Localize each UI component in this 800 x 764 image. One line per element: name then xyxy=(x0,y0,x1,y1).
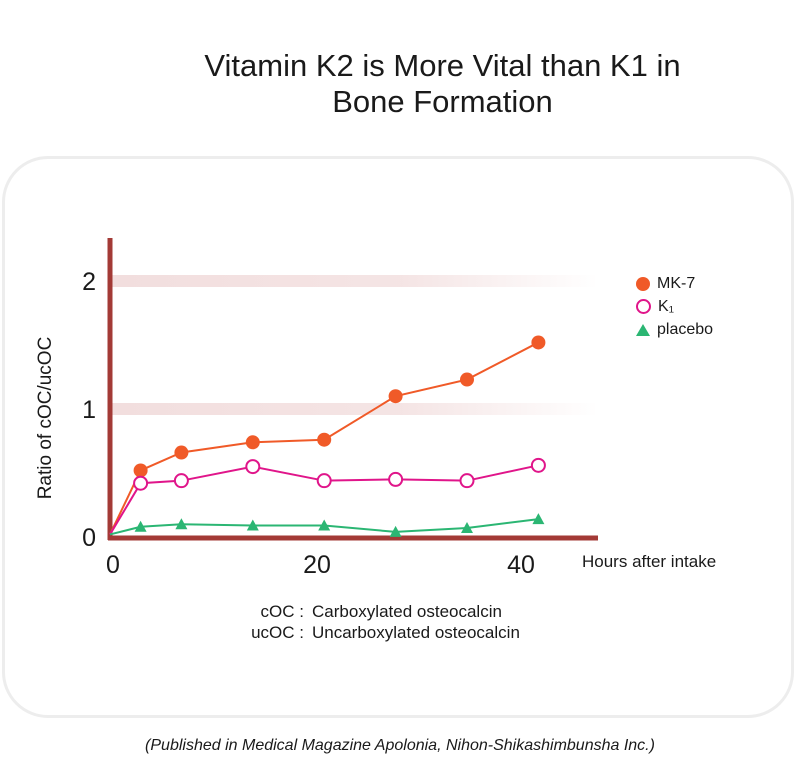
data-point-k1 xyxy=(316,473,332,489)
x-axis-label: Hours after intake xyxy=(582,552,716,571)
y-tick-label: 0 xyxy=(82,524,96,552)
data-point-placebo xyxy=(318,519,331,531)
data-point-mk7 xyxy=(460,372,474,387)
data-point-k1 xyxy=(173,473,189,489)
gridline-band xyxy=(110,403,598,415)
legend: MK-7 K₁ placebo xyxy=(636,272,713,341)
y-tick-label: 2 xyxy=(82,268,96,296)
data-point-k1 xyxy=(388,471,404,487)
data-point-placebo xyxy=(134,520,147,532)
series-group xyxy=(109,335,546,537)
data-point-mk7 xyxy=(388,389,403,404)
data-point-mk7 xyxy=(531,335,546,350)
data-point-k1 xyxy=(459,473,475,489)
data-point-mk7 xyxy=(317,432,332,447)
data-point-placebo xyxy=(246,519,259,531)
gridline-bands xyxy=(110,275,598,415)
title-line-1: Vitamin K2 is More Vital than K1 in xyxy=(204,48,681,83)
definition-text: Uncarboxylated osteocalcin xyxy=(312,623,520,642)
chart-title: Vitamin K2 is More Vital than K1 in Bone… xyxy=(0,48,800,120)
data-point-mk7 xyxy=(245,435,260,450)
data-point-mk7 xyxy=(174,445,189,460)
x-tick-label: 20 xyxy=(303,551,331,579)
triangle-icon xyxy=(636,323,650,336)
x-tick-label: 40 xyxy=(507,551,535,579)
definition-row: cOC : Carboxylated osteocalcin xyxy=(222,601,520,622)
data-point-mk7 xyxy=(133,463,148,478)
definition-abbr: ucOC : xyxy=(251,623,304,642)
definition-abbr: cOC : xyxy=(260,602,304,621)
legend-item-placebo: placebo xyxy=(636,318,713,341)
chart-card xyxy=(2,156,794,718)
data-point-placebo xyxy=(461,522,473,534)
data-point-placebo xyxy=(532,513,545,525)
legend-item-mk7: MK-7 xyxy=(636,272,713,295)
gridline-band xyxy=(110,275,598,287)
definition-text: Carboxylated osteocalcin xyxy=(312,602,502,621)
series-line-mk7 xyxy=(109,341,539,535)
x-tick-label: 0 xyxy=(106,551,120,579)
data-point-k1 xyxy=(133,475,149,491)
series-mk7 xyxy=(109,335,546,535)
series-line-placebo xyxy=(109,518,539,536)
legend-label-mk7: MK-7 xyxy=(657,274,696,292)
source-note: (Published in Medical Magazine Apolonia,… xyxy=(145,737,655,754)
open-circle-icon xyxy=(636,299,651,314)
filled-circle-icon xyxy=(636,276,650,291)
legend-item-k1: K₁ xyxy=(636,295,713,318)
series-k1 xyxy=(109,457,546,535)
data-point-placebo xyxy=(389,525,402,537)
legend-label-placebo: placebo xyxy=(657,320,714,338)
data-point-k1 xyxy=(245,459,261,475)
data-point-k1 xyxy=(530,457,546,473)
y-axis-label: Ratio of cOC/ucOC xyxy=(35,337,56,500)
title-line-2: Bone Formation xyxy=(332,84,553,119)
definition-row: ucOC : Uncarboxylated osteocalcin xyxy=(222,622,520,643)
axes xyxy=(107,238,598,541)
definitions: cOC : Carboxylated osteocalcin ucOC : Un… xyxy=(222,601,520,643)
y-tick-label: 1 xyxy=(82,396,96,424)
series-placebo xyxy=(109,513,545,537)
data-point-placebo xyxy=(175,518,188,530)
legend-label-k1: K₁ xyxy=(658,297,675,315)
